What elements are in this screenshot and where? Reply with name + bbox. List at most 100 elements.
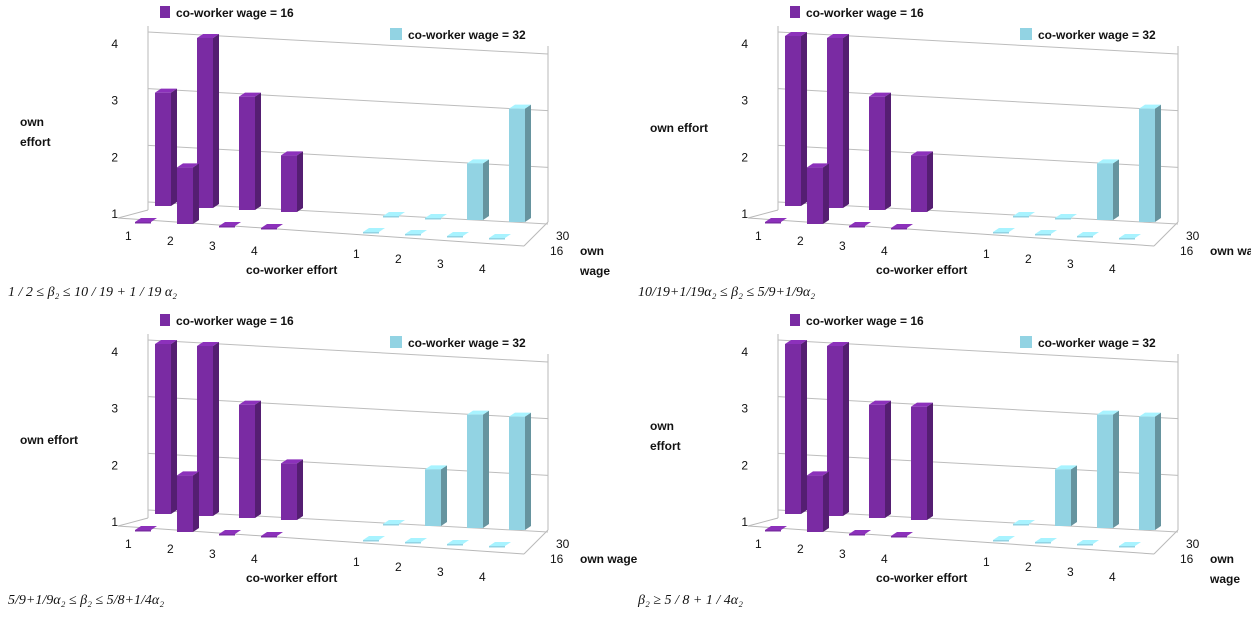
xtick-g1-4: 4 xyxy=(251,244,258,258)
depth-label-line-2: wage xyxy=(579,264,610,278)
xtick-g2-3: 3 xyxy=(437,565,444,579)
bar-g2-w16-c2 xyxy=(1035,542,1051,544)
ylabel-line-1: own effort xyxy=(650,121,708,135)
bar-g2-w16-c2-top xyxy=(405,538,427,542)
bar-g1-w30-c3-side xyxy=(255,92,261,210)
ytick-1: 1 xyxy=(741,515,748,529)
bar-g2-w16-c4-top xyxy=(489,542,511,546)
bar-g1-w30-c2-side xyxy=(843,34,849,208)
ylabel-line-1: own effort xyxy=(20,433,78,447)
bar-g2-w30-c4-side xyxy=(525,104,531,222)
ytick-2: 2 xyxy=(741,458,748,472)
bar-g2-w16-c2-top xyxy=(1035,538,1057,542)
bar-g1-w30-c1-top xyxy=(785,340,807,344)
chart-panel-3: 1 2 3 4 own effort co-worker wage = 16 co-work… xyxy=(8,314,638,608)
chart-panel-2: 1 2 3 4 own effort co-worker wage = 16 co-work… xyxy=(638,6,1251,300)
bar-g1-w16-c2 xyxy=(177,167,193,224)
bar-g2-w16-c2 xyxy=(1035,234,1051,236)
floor-right-edge xyxy=(1153,221,1179,247)
bar-g2-w30-c1-top xyxy=(383,520,405,524)
bar-g1-w16-c1-top xyxy=(135,218,157,222)
bar-g2-w30-c3-side xyxy=(1113,410,1119,528)
bar-g1-w30-c4-top xyxy=(281,151,303,156)
bar-g1-w30-c3 xyxy=(869,404,885,518)
bar-g1-w30-c3-top xyxy=(239,92,261,97)
bar-g2-w30-c2-top xyxy=(425,214,447,218)
legend-swatch-16 xyxy=(160,314,170,326)
bar-g1-w30-c2 xyxy=(827,346,843,516)
xlabel: co-worker effort xyxy=(246,263,337,277)
bar-g1-w16-c2-top xyxy=(807,163,829,168)
bar-g1-w16-c3-top xyxy=(849,222,871,226)
xtick-g2-2: 2 xyxy=(395,560,402,574)
xtick-g1-1: 1 xyxy=(755,537,762,551)
bar-g1-w30-c3 xyxy=(869,96,885,210)
legend-label-32: co-worker wage = 32 xyxy=(1038,28,1156,42)
bar-g1-w30-c1 xyxy=(155,344,171,514)
bar-g1-w30-c1-side xyxy=(171,88,177,206)
bar-g2-w16-c4 xyxy=(1119,238,1135,240)
bar-g2-w16-c1-top xyxy=(993,536,1015,540)
bar-g1-w16-c2-side xyxy=(823,471,829,532)
xtick-g2-1: 1 xyxy=(983,555,990,569)
bar-g1-w16-c3-top xyxy=(219,222,241,226)
bar-g2-w16-c1-top xyxy=(363,228,385,232)
floor-left-edge xyxy=(117,517,149,527)
bar-g1-w16-c2-side xyxy=(193,163,199,224)
bar-g2-w30-c3 xyxy=(1097,163,1113,220)
ylabel-line-2: effort xyxy=(20,135,51,149)
xtick-g1-1: 1 xyxy=(125,229,132,243)
bar-g1-w30-c3-side xyxy=(885,400,891,518)
bar-g1-w30-c2-side xyxy=(843,342,849,516)
bar-g1-w30-c4 xyxy=(281,155,297,212)
xtick-g1-1: 1 xyxy=(755,229,762,243)
depth-tick-30: 30 xyxy=(1186,537,1200,551)
condition-caption: β₂ ≥ 5 / 8 + 1 / 4α₂ xyxy=(637,593,743,608)
bar-g2-w30-c2-side xyxy=(441,465,447,526)
legend-label-32: co-worker wage = 32 xyxy=(408,28,526,42)
bar-g2-w30-c4-side xyxy=(1155,104,1161,222)
bar-g1-w30-c3-side xyxy=(885,92,891,210)
xtick-g1-2: 2 xyxy=(797,234,804,248)
xtick-g1-3: 3 xyxy=(839,239,846,253)
bar-g1-w30-c1-side xyxy=(171,340,177,514)
xtick-g1-2: 2 xyxy=(797,542,804,556)
bar-g2-w30-c3-side xyxy=(483,410,489,528)
bar-g1-w16-c2-top xyxy=(177,163,199,168)
bar-g1-w30-c4 xyxy=(911,155,927,212)
ytick-2: 2 xyxy=(741,150,748,164)
depth-tick-16: 16 xyxy=(1180,244,1194,258)
bar-g2-w16-c4 xyxy=(489,238,505,240)
bar-g1-w30-c4 xyxy=(281,463,297,520)
bar-g2-w16-c3 xyxy=(1077,236,1093,238)
bar-g1-w16-c3-top xyxy=(219,530,241,534)
xtick-g1-1: 1 xyxy=(125,537,132,551)
bar-g2-w30-c4 xyxy=(1139,416,1155,530)
xlabel: co-worker effort xyxy=(876,263,967,277)
bar-g1-w30-c4-side xyxy=(927,151,933,212)
bar-g1-w30-c3 xyxy=(239,96,255,210)
legend-swatch-32 xyxy=(390,336,402,348)
bar-g1-w30-c2-top xyxy=(197,34,219,38)
bar-g1-w30-c1-top xyxy=(155,340,177,344)
bar-g2-w30-c4-top xyxy=(1139,412,1161,417)
xtick-g2-2: 2 xyxy=(1025,252,1032,266)
bar-g1-w30-c4-top xyxy=(911,402,933,407)
ylabel-line-2: effort xyxy=(650,439,681,453)
floor-right-edge xyxy=(1153,529,1179,555)
ytick-3: 3 xyxy=(741,402,748,416)
legend-label-32: co-worker wage = 32 xyxy=(408,336,526,350)
bar-g1-w30-c1-top xyxy=(155,88,177,93)
floor-left-edge xyxy=(117,209,149,219)
bar-g2-w30-c3-top xyxy=(1097,159,1119,164)
xtick-g2-3: 3 xyxy=(1067,257,1074,271)
bar-g2-w16-c1-top xyxy=(363,536,385,540)
xtick-g1-4: 4 xyxy=(881,244,888,258)
bar-g1-w16-c3-top xyxy=(849,530,871,534)
bar-g1-w16-c1-top xyxy=(135,526,157,530)
bar-g2-w30-c4-top xyxy=(1139,104,1161,109)
chart-panel-4: 1 2 3 4 own effort co-worker wage = 16 co-worke… xyxy=(637,314,1240,608)
bar-g1-w30-c4-side xyxy=(297,151,303,212)
legend-label-16: co-worker wage = 16 xyxy=(176,314,294,328)
